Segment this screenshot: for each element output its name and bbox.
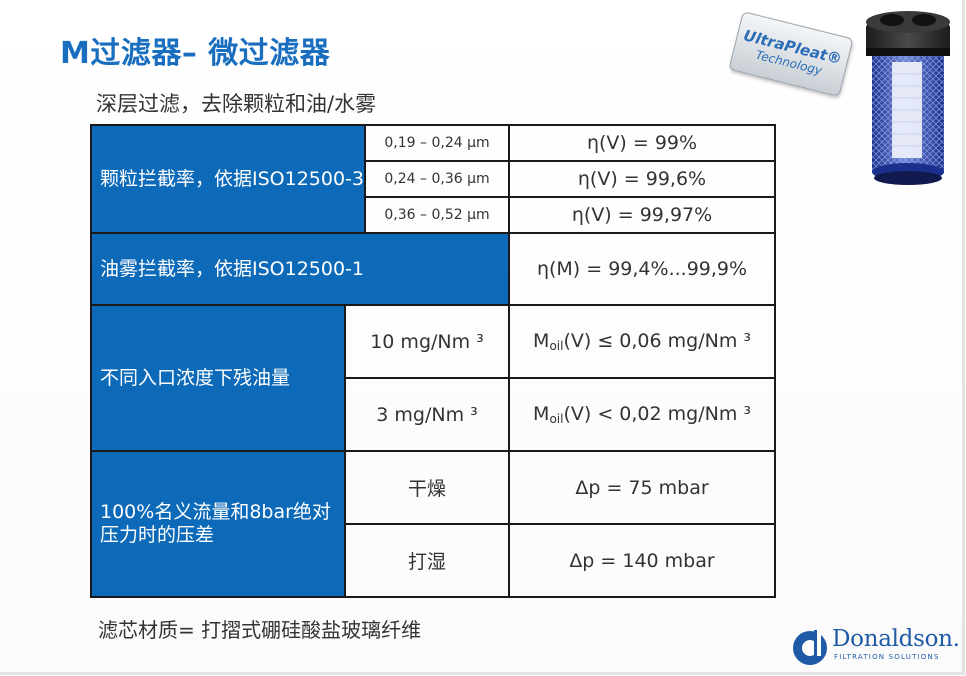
logo-tagline: FILTRATION SOLUTIONS: [834, 653, 940, 661]
pressure-drop-value-1: Δp = 75 mbar: [508, 450, 777, 525]
slide-title: M过滤器– 微过滤器: [60, 36, 331, 71]
table-row: 打湿 Δp = 140 mbar: [91, 523, 777, 598]
table-row: 油雾拦截率，依据ISO12500-1 η(M) = 99,4%...99,9%: [89, 232, 777, 306]
residual-oil-value-2: Moil(V) < 0,02 mg/Nm ³: [508, 377, 777, 452]
particle-range-1: 0,19 – 0,24 µm: [364, 124, 511, 162]
residual-oil-sub-1: oil: [549, 339, 564, 353]
slide-subtitle: 深层过滤，去除颗粒和油/水雾: [96, 92, 377, 116]
residual-oil-rest-1: (V) ≤ 0,06 mg/Nm ³: [563, 330, 751, 352]
pressure-drop-condition-2: 打湿: [343, 523, 511, 598]
residual-oil-value-1: Moil(V) ≤ 0,06 mg/Nm ³: [508, 304, 777, 379]
table-row: 颗粒拦截率，依据ISO12500-3 0,19 – 0,24 µm η(V) =…: [89, 124, 777, 234]
particle-range-2: 0,24 – 0,36 µm: [364, 160, 511, 198]
residual-oil-sub-2: oil: [549, 412, 564, 426]
particle-efficiency-1: η(V) = 99%: [508, 124, 777, 162]
filter-element-image: [866, 11, 950, 185]
oil-mist-efficiency: η(M) = 99,4%...99,9%: [508, 232, 777, 306]
residual-oil-prefix-1: M: [533, 330, 550, 352]
table-row: 3 mg/Nm ³ Moil(V) < 0,02 mg/Nm ³: [91, 377, 777, 452]
filter-media-note: 滤芯材质= 打摺式硼硅酸盐玻璃纤维: [98, 618, 422, 642]
donaldson-logo-icon: [793, 630, 827, 665]
pressure-drop-value-2: Δp = 140 mbar: [508, 523, 777, 598]
particle-efficiency-3: η(V) = 99,97%: [508, 196, 777, 234]
particle-range-3: 0,36 – 0,52 µm: [364, 196, 511, 234]
particle-efficiency-2: η(V) = 99,6%: [508, 160, 777, 198]
pressure-drop-condition-1: 干燥: [343, 450, 511, 525]
table-row: 100%名义流量和8bar绝对压力时的压差 干燥 Δp = 75 mbar: [90, 450, 777, 598]
donaldson-logo: Donaldson. FILTRATION SOLUTIONS: [790, 626, 960, 670]
particle-retention-label: 颗粒拦截率，依据ISO12500-3: [89, 124, 367, 234]
oil-mist-label: 油雾拦截率，依据ISO12500-1: [89, 232, 511, 306]
table-row: 0,24 – 0,36 µm η(V) = 99,6%: [91, 160, 777, 198]
residual-oil-inlet-2: 3 mg/Nm ³: [343, 377, 511, 452]
logo-name: Donaldson.: [832, 626, 960, 652]
residual-oil-rest-2: (V) < 0,02 mg/Nm ³: [563, 403, 751, 425]
pressure-drop-label: 100%名义流量和8bar绝对压力时的压差: [90, 450, 346, 598]
residual-oil-label: 不同入口浓度下残油量: [90, 304, 346, 452]
spec-table: 颗粒拦截率，依据ISO12500-3 0,19 – 0,24 µm η(V) =…: [89, 124, 777, 598]
residual-oil-prefix-2: M: [533, 403, 550, 425]
residual-oil-inlet-1: 10 mg/Nm ³: [343, 304, 511, 379]
table-row: 不同入口浓度下残油量 10 mg/Nm ³ Moil(V) ≤ 0,06 mg/…: [90, 304, 777, 452]
table-row: 0,36 – 0,52 µm η(V) = 99,97%: [91, 196, 777, 234]
